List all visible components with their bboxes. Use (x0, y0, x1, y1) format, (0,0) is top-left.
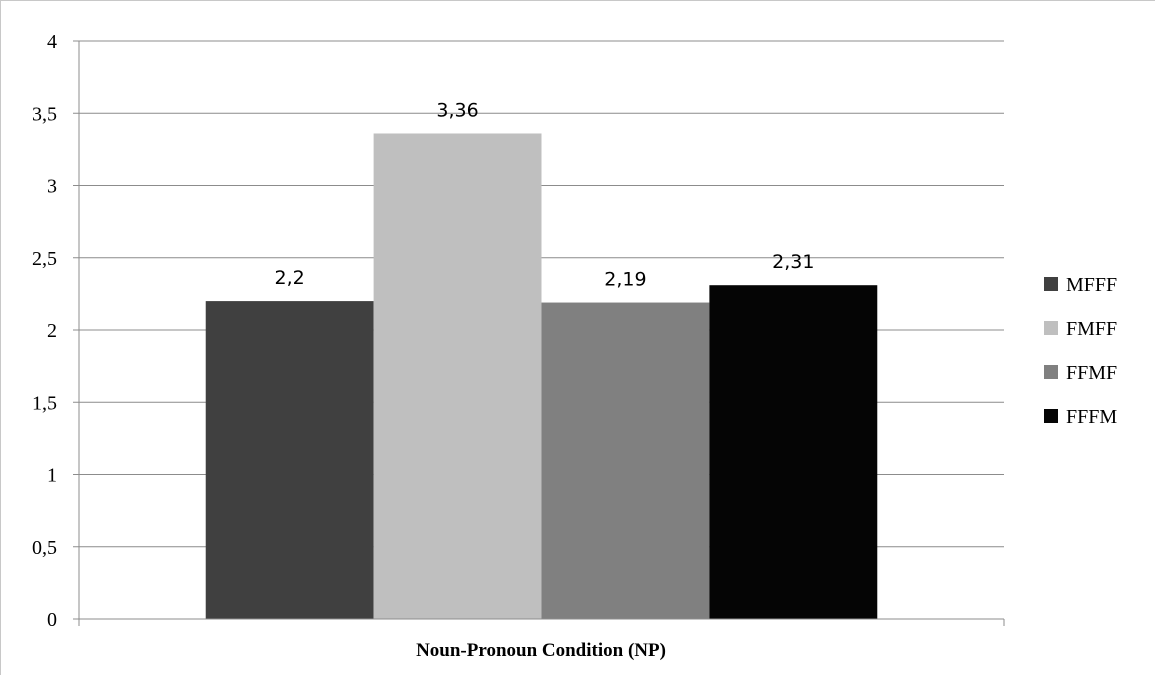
legend-label-mfff: MFFF (1066, 274, 1117, 296)
legend-label-fmff: FMFF (1066, 318, 1117, 340)
bars (205, 133, 878, 620)
legend-swatch-fmff (1044, 321, 1058, 335)
y-tick-label: 2,5 (32, 248, 57, 270)
y-tick-label: 0,5 (32, 537, 57, 559)
bar-fffm (709, 285, 878, 619)
data-label-ffmf: 2,19 (604, 269, 646, 291)
data-label-mfff: 2,2 (275, 267, 305, 289)
y-tick-label: 2 (47, 320, 57, 342)
y-tick-label: 1 (47, 465, 57, 487)
bar-mfff (205, 301, 374, 619)
y-tick-label: 0 (47, 609, 57, 631)
legend-swatch-fffm (1044, 409, 1058, 423)
bar-ffmf (541, 302, 710, 619)
bar-fmff (373, 133, 542, 620)
y-tick-label: 1,5 (32, 392, 57, 414)
legend-swatch-mfff (1044, 277, 1058, 291)
data-label-fmff: 3,36 (436, 99, 478, 121)
data-label-fffm: 2,31 (772, 251, 814, 273)
y-tick-label: 4 (47, 31, 57, 53)
legend-label-ffmf: FFMF (1066, 362, 1117, 384)
legend-label-fffm: FFFM (1066, 406, 1117, 428)
y-tick-label: 3 (47, 176, 57, 198)
legend: MFFF FMFF FFMF FFFM (1044, 274, 1117, 428)
y-tick-label: 3,5 (32, 103, 57, 125)
axes: 0 0,5 1 1,5 2 2,5 3 3,5 4 (32, 31, 1005, 631)
data-labels: 2,2 3,36 2,19 2,31 (275, 99, 815, 290)
legend-swatch-ffmf (1044, 365, 1058, 379)
x-axis-label: Noun-Pronoun Condition (NP) (416, 640, 666, 661)
